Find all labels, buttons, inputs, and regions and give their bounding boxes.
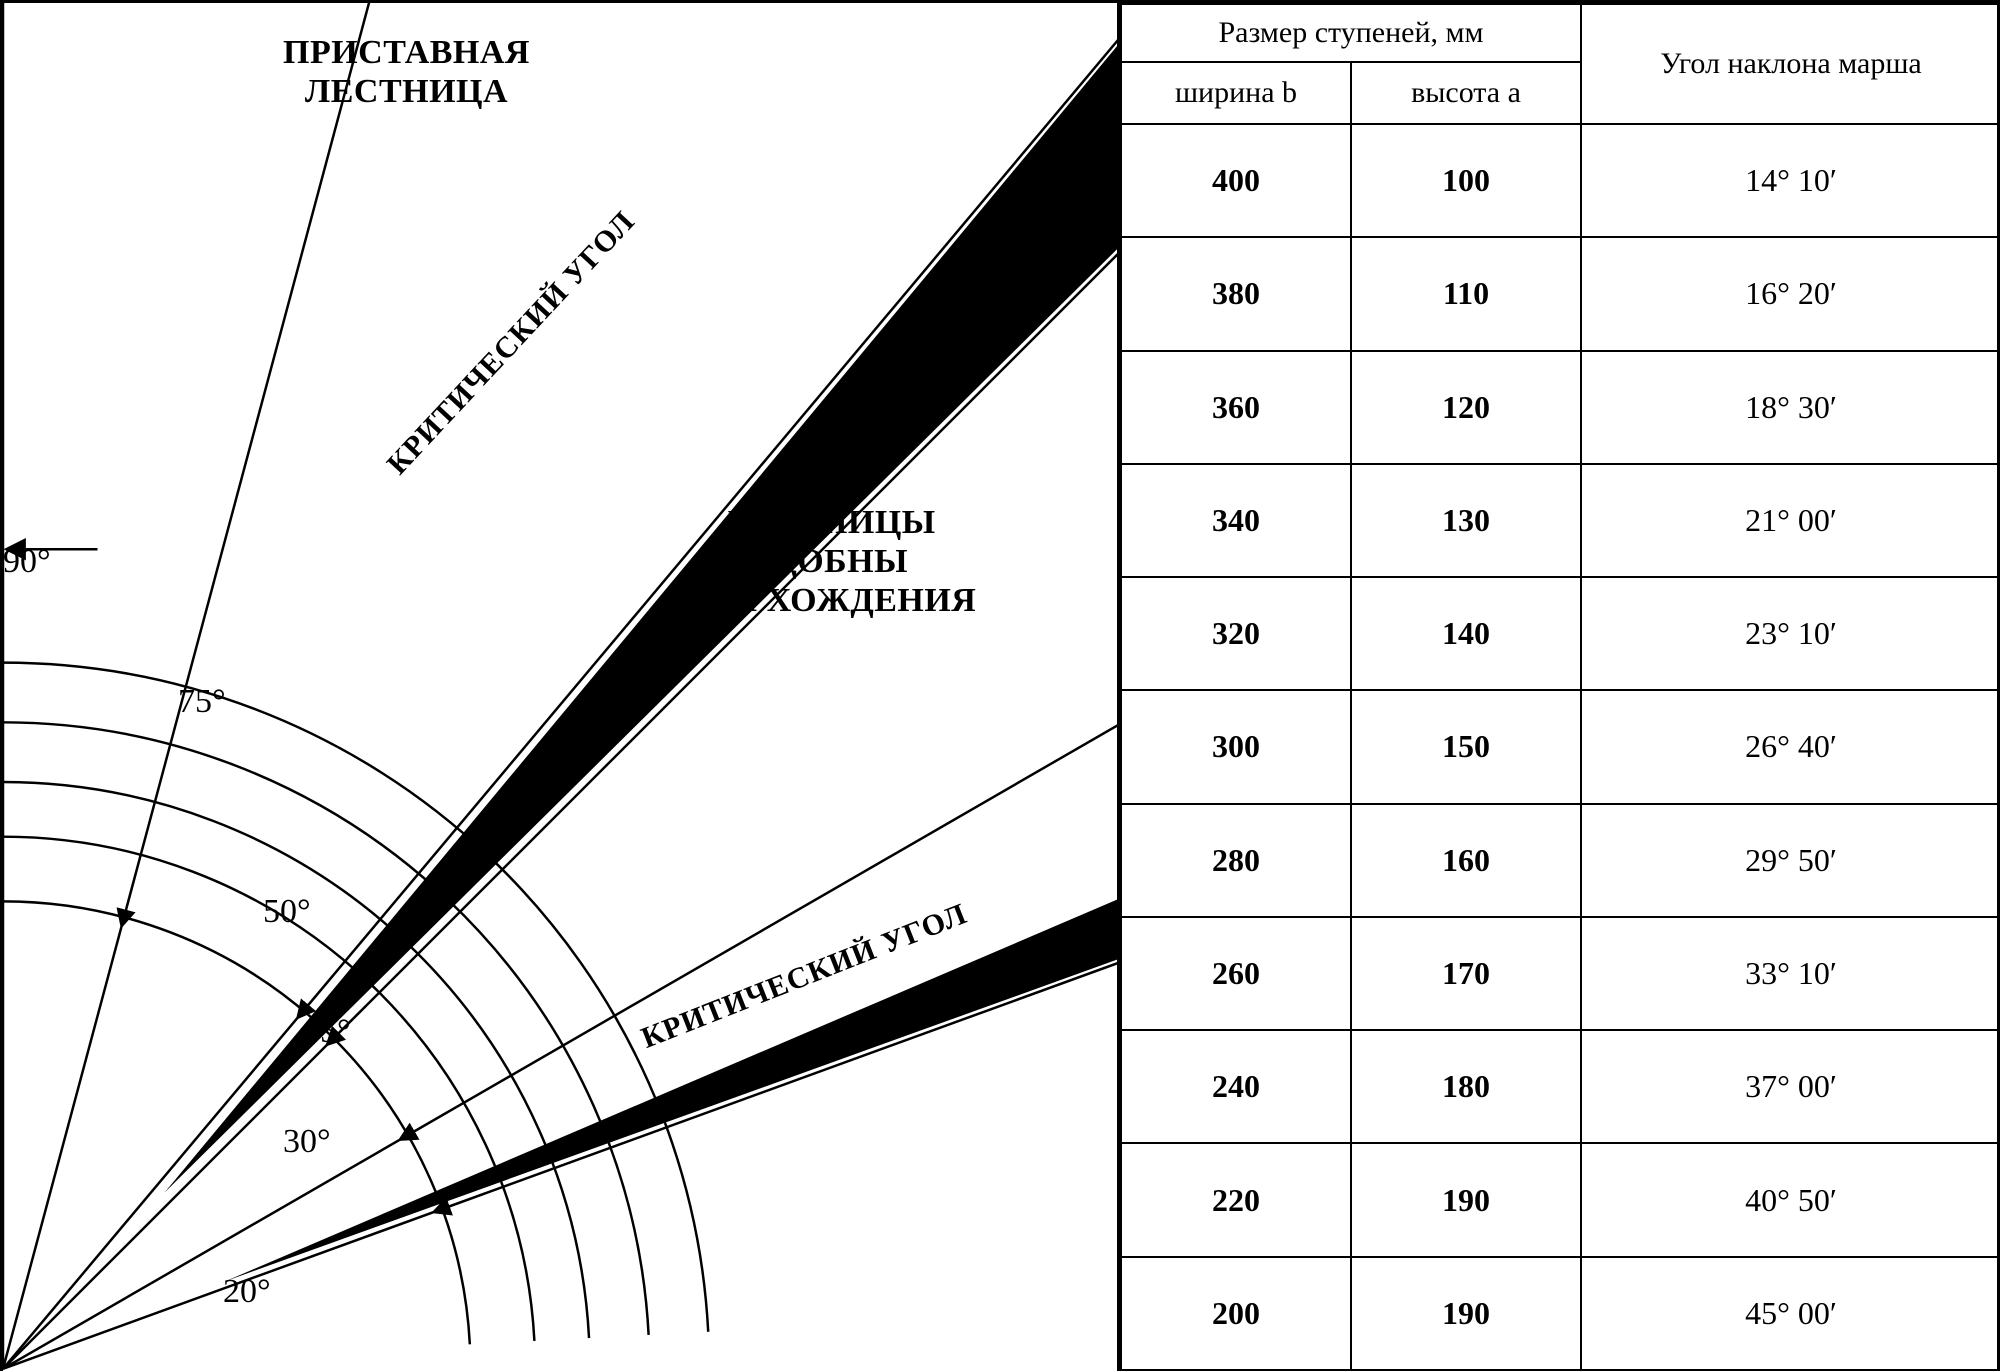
cell-width-b: 340: [1121, 464, 1351, 577]
cell-width-b: 320: [1121, 577, 1351, 690]
step-size-table: Размер ступеней, мм Угол наклона марша ш…: [1120, 3, 2000, 1371]
cell-height-a: 190: [1351, 1143, 1581, 1256]
cell-angle: 16° 20′: [1581, 237, 2000, 350]
angle-label: 90°: [3, 543, 51, 581]
table-row: 38011016° 20′: [1121, 237, 2000, 350]
table-row: 32014023° 10′: [1121, 577, 2000, 690]
cell-width-b: 380: [1121, 237, 1351, 350]
cell-angle: 23° 10′: [1581, 577, 2000, 690]
cell-width-b: 300: [1121, 690, 1351, 803]
cell-height-a: 110: [1351, 237, 1581, 350]
cell-angle: 45° 00′: [1581, 1257, 2000, 1370]
cell-height-a: 180: [1351, 1030, 1581, 1143]
step-size-table-panel: Размер ступеней, мм Угол наклона марша ш…: [1117, 3, 1997, 1371]
figure-container: ПРИСТАВНАЯ ЛЕСТНИЦА ЛЕСТНИЦЫ УДОБНЫ ДЛЯ …: [0, 0, 2000, 1371]
cell-angle: 14° 10′: [1581, 124, 2000, 237]
cell-angle: 40° 50′: [1581, 1143, 2000, 1256]
cell-height-a: 170: [1351, 917, 1581, 1030]
angle-diagram: ПРИСТАВНАЯ ЛЕСТНИЦА ЛЕСТНИЦЫ УДОБНЫ ДЛЯ …: [3, 3, 1117, 1371]
angle-label: 30°: [283, 1123, 331, 1161]
cell-angle: 33° 10′: [1581, 917, 2000, 1030]
cell-height-a: 160: [1351, 804, 1581, 917]
th-height-a: высота a: [1351, 62, 1581, 124]
zone-label-comfort-l3: ДЛЯ ХОЖДЕНИЯ: [683, 582, 976, 619]
table-row: 30015026° 40′: [1121, 690, 2000, 803]
table-row: 26017033° 10′: [1121, 917, 2000, 1030]
cell-height-a: 150: [1351, 690, 1581, 803]
cell-height-a: 120: [1351, 351, 1581, 464]
cell-width-b: 200: [1121, 1257, 1351, 1370]
cell-height-a: 130: [1351, 464, 1581, 577]
zone-label-comfort-l1: ЛЕСТНИЦЫ: [724, 504, 936, 541]
cell-height-a: 140: [1351, 577, 1581, 690]
cell-height-a: 100: [1351, 124, 1581, 237]
table-row: 36012018° 30′: [1121, 351, 2000, 464]
cell-angle: 29° 50′: [1581, 804, 2000, 917]
th-width-b: ширина b: [1121, 62, 1351, 124]
table-row: 20019045° 00′: [1121, 1257, 2000, 1370]
cell-width-b: 360: [1121, 351, 1351, 464]
th-step-size: Размер ступеней, мм: [1121, 4, 1581, 62]
table-row: 24018037° 00′: [1121, 1030, 2000, 1143]
cell-width-b: 280: [1121, 804, 1351, 917]
cell-angle: 26° 40′: [1581, 690, 2000, 803]
cell-angle: 37° 00′: [1581, 1030, 2000, 1143]
cell-angle: 18° 30′: [1581, 351, 2000, 464]
angle-label: 50°: [263, 893, 311, 931]
cell-height-a: 190: [1351, 1257, 1581, 1370]
cell-angle: 21° 00′: [1581, 464, 2000, 577]
angle-label: 75°: [178, 683, 226, 721]
zone-label-comfort-l2: УДОБНЫ: [751, 543, 908, 580]
zone-label-ladder-l2: ЛЕСТНИЦА: [305, 73, 508, 110]
table-row: 22019040° 50′: [1121, 1143, 2000, 1256]
zone-label-comfort: ЛЕСТНИЦЫ УДОБНЫ ДЛЯ ХОЖДЕНИЯ: [683, 503, 976, 620]
table-row: 40010014° 10′: [1121, 124, 2000, 237]
cell-width-b: 400: [1121, 124, 1351, 237]
zone-label-ladder-l1: ПРИСТАВНАЯ: [283, 34, 530, 71]
table-row: 34013021° 00′: [1121, 464, 2000, 577]
cell-width-b: 240: [1121, 1030, 1351, 1143]
cell-width-b: 220: [1121, 1143, 1351, 1256]
diagram-svg: [3, 3, 1117, 1371]
table-row: 28016029° 50′: [1121, 804, 2000, 917]
th-angle: Угол наклона марша: [1581, 4, 2000, 124]
angle-label: 20°: [223, 1273, 271, 1311]
angle-label: 45°: [303, 1013, 351, 1051]
zone-label-ladder: ПРИСТАВНАЯ ЛЕСТНИЦА: [283, 33, 530, 111]
cell-width-b: 260: [1121, 917, 1351, 1030]
